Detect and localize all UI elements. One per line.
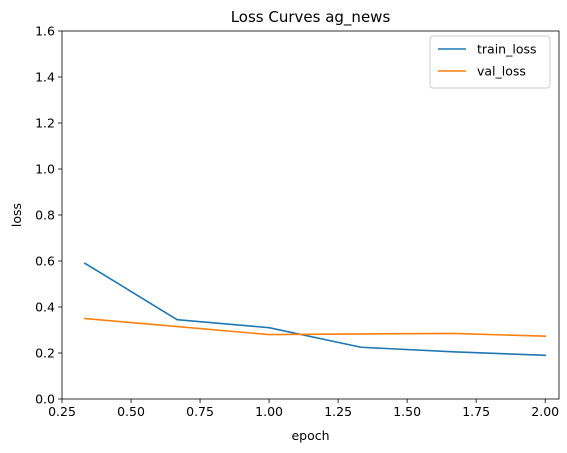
y-tick-label: 1.2	[35, 116, 55, 131]
x-tick-label: 1.50	[393, 404, 421, 419]
y-tick-label: 0.2	[35, 346, 55, 361]
y-axis-label: loss	[9, 203, 24, 227]
series-line-train-loss	[83, 262, 547, 357]
y-tick-label: 0.0	[35, 392, 55, 407]
legend-label-val-loss: val_loss	[477, 64, 526, 79]
series-line-val-loss	[84, 317, 547, 338]
y-tick-label: 1.6	[35, 24, 55, 39]
x-tick-label: 2.00	[531, 404, 559, 419]
x-axis: 0.25 0.50 0.75 1.00 1.25 1.50 1.75 2.00	[48, 399, 559, 419]
y-tick-label: 1.4	[35, 70, 55, 85]
x-tick-label: 0.75	[186, 404, 214, 419]
y-tick-label: 1.0	[35, 162, 55, 177]
x-tick-label: 1.75	[462, 404, 490, 419]
x-tick-label: 1.25	[324, 404, 352, 419]
y-tick-label: 0.6	[35, 254, 55, 269]
x-axis-label: epoch	[291, 428, 329, 443]
y-tick-label: 0.8	[35, 208, 55, 223]
x-tick-label: 0.25	[48, 404, 76, 419]
legend: train_loss val_loss	[429, 35, 551, 89]
chart-title: Loss Curves ag_news	[231, 8, 391, 27]
x-tick-label: 1.00	[255, 404, 283, 419]
x-tick-label: 0.50	[117, 404, 145, 419]
legend-label-train-loss: train_loss	[477, 42, 537, 57]
series-layer	[83, 262, 547, 357]
y-tick-label: 0.4	[35, 300, 55, 315]
y-axis: 0.0 0.2 0.4 0.6 0.8 1.0 1.2 1.4 1.6	[35, 24, 62, 407]
